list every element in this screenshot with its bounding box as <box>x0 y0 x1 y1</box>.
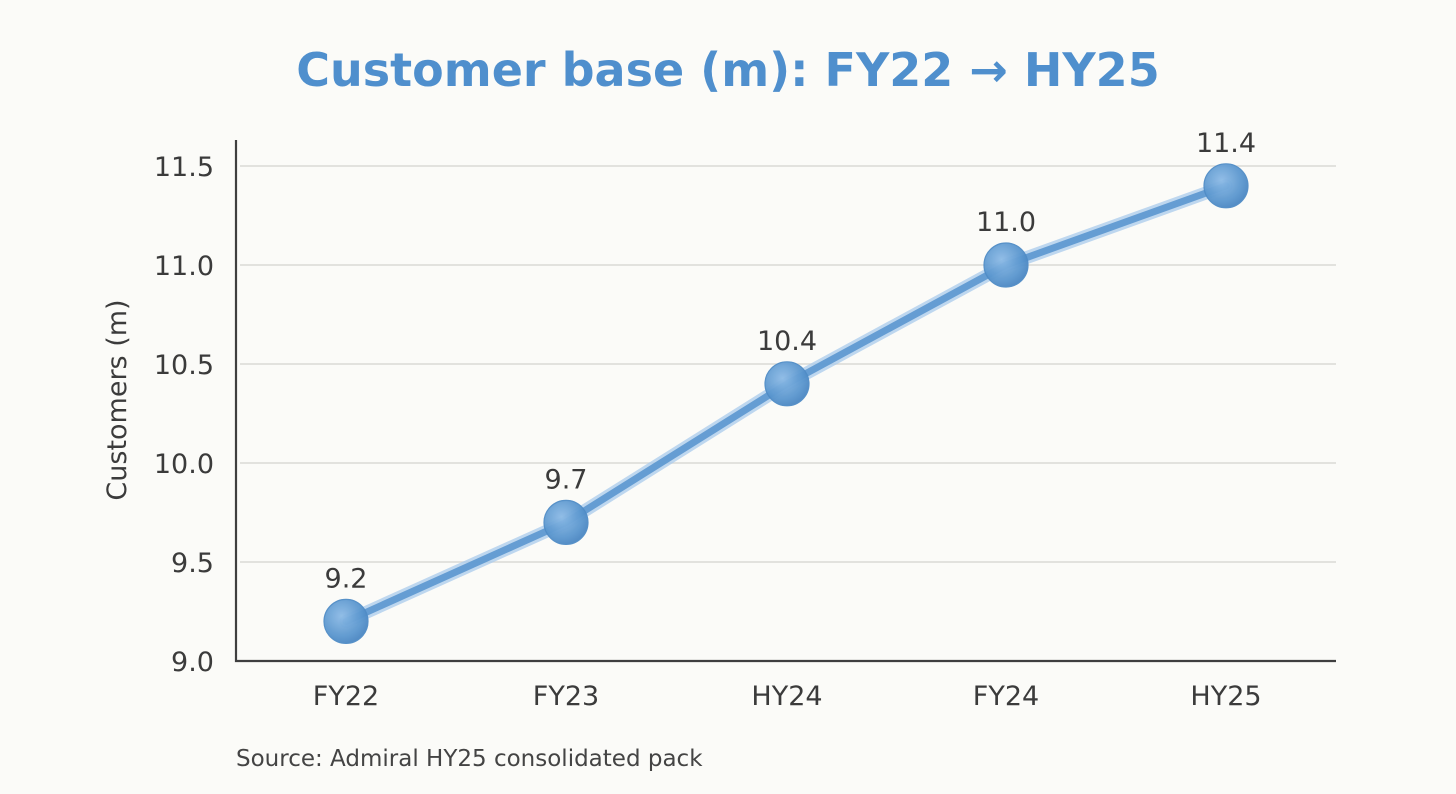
data-label: 11.4 <box>1196 128 1256 159</box>
data-label: 11.0 <box>976 207 1036 238</box>
y-tick-label: 11.0 <box>154 251 214 282</box>
data-points <box>323 163 1249 645</box>
x-tick-label: FY22 <box>313 681 379 712</box>
x-tick-label: HY25 <box>1190 681 1261 712</box>
y-tick-label: 10.5 <box>154 350 214 381</box>
x-tick-labels: FY22 FY23 HY24 FY24 HY25 <box>313 681 1262 712</box>
y-tick-label: 10.0 <box>154 449 214 480</box>
data-point <box>1203 163 1249 209</box>
data-label: 10.4 <box>757 326 817 357</box>
x-tick-label: FY24 <box>973 681 1039 712</box>
y-axis-label: Customers (m) <box>102 299 133 500</box>
data-point <box>543 499 589 546</box>
axes <box>234 140 1336 663</box>
data-label: 9.2 <box>325 563 368 594</box>
source-note: Source: Admiral HY25 consolidated pack <box>236 746 703 772</box>
y-tick-label: 11.5 <box>154 152 214 183</box>
data-labels: 9.2 9.7 10.4 11.0 11.4 <box>325 128 1257 595</box>
data-point <box>323 598 369 645</box>
chart-title: Customer base (m): FY22 → HY25 <box>296 43 1159 97</box>
y-tick-label: 9.0 <box>171 647 214 678</box>
x-tick-label: FY23 <box>533 681 599 712</box>
y-tick-labels: 9.0 9.5 10.0 10.5 11.0 11.5 <box>154 152 214 678</box>
x-tick-label: HY24 <box>751 681 822 712</box>
data-label: 9.7 <box>545 464 588 495</box>
axis-lines <box>234 140 1336 663</box>
data-point <box>764 361 810 407</box>
y-tick-label: 9.5 <box>171 548 214 579</box>
data-point <box>983 242 1029 288</box>
